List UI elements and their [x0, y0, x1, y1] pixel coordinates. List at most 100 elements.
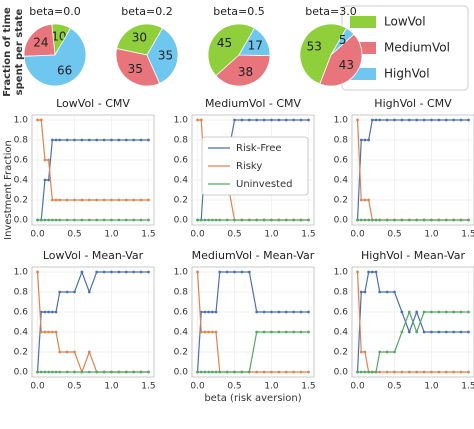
point: [255, 330, 259, 334]
point: [378, 218, 382, 222]
point: [400, 310, 404, 314]
point: [255, 218, 259, 222]
point: [422, 310, 426, 314]
y-tick-label: 0.8: [174, 288, 189, 298]
y-tick-label: 0.0: [334, 216, 349, 226]
slice-label: 35: [128, 62, 143, 76]
x-tick-label: 1.5: [461, 382, 474, 392]
point: [430, 218, 433, 222]
y-tick-label: 0.0: [334, 368, 349, 378]
point: [292, 330, 296, 334]
point: [370, 370, 374, 374]
x-tick-label: 1.0: [424, 382, 439, 392]
point: [110, 370, 113, 374]
slice-label: 24: [33, 35, 48, 49]
point: [54, 138, 58, 142]
point: [363, 370, 367, 374]
subplot-title: MediumVol - Mean-Var: [192, 249, 315, 262]
point: [400, 330, 404, 334]
x-tick-label: 0.5: [227, 230, 241, 240]
point: [407, 330, 411, 334]
point: [80, 370, 84, 374]
point: [95, 218, 99, 222]
point: [422, 330, 426, 334]
point: [407, 118, 411, 122]
point: [117, 218, 121, 222]
point: [73, 350, 76, 354]
point: [95, 370, 99, 374]
point: [277, 118, 281, 122]
point: [196, 270, 199, 274]
y-axis-label: Investment Fraction: [3, 140, 14, 240]
point: [367, 270, 371, 274]
point: [437, 310, 441, 314]
point: [385, 290, 389, 294]
y-tick-label: 0.8: [14, 288, 29, 298]
point: [374, 218, 378, 222]
point: [207, 370, 211, 374]
point: [370, 270, 374, 274]
point: [87, 218, 91, 222]
point: [374, 270, 378, 274]
y-tick-label: 0.2: [14, 348, 28, 358]
y-tick-label: 0.8: [334, 288, 349, 298]
y-tick-label: 0.6: [334, 156, 349, 166]
point: [65, 290, 69, 294]
point: [459, 310, 463, 314]
point: [50, 198, 54, 202]
subplot-title: LowVol - CMV: [56, 97, 130, 110]
y-tick-label: 0.2: [334, 196, 348, 206]
point: [467, 370, 470, 374]
point: [363, 218, 367, 222]
point: [124, 218, 128, 222]
x-tick-label: 0.5: [67, 230, 81, 240]
point: [147, 218, 150, 222]
point: [218, 218, 222, 222]
point: [39, 370, 43, 374]
point: [359, 350, 363, 354]
point: [54, 330, 58, 334]
pie-ylabel: Fraction of time: [2, 7, 13, 97]
point: [110, 198, 113, 202]
point: [284, 370, 288, 374]
point: [292, 310, 296, 314]
point: [39, 118, 43, 122]
x-tick-label: 0.0: [30, 230, 45, 240]
point: [147, 270, 150, 274]
point: [203, 218, 207, 222]
point: [363, 138, 367, 142]
point: [73, 370, 76, 374]
point: [299, 218, 303, 222]
point: [459, 218, 463, 222]
point: [262, 370, 266, 374]
y-tick-label: 1.0: [334, 268, 349, 278]
point: [262, 310, 266, 314]
point: [233, 370, 236, 374]
point: [378, 118, 382, 122]
slice-label: 43: [339, 58, 354, 72]
x-tick-label: 1.5: [301, 230, 315, 240]
point: [47, 370, 51, 374]
point: [124, 198, 128, 202]
pie-title: beta=0.5: [213, 5, 265, 18]
point: [132, 218, 136, 222]
point: [87, 350, 91, 354]
point: [199, 118, 203, 122]
pie-slice: [299, 23, 348, 85]
point: [356, 270, 359, 274]
point: [444, 218, 448, 222]
point: [199, 330, 203, 334]
point: [58, 218, 62, 222]
point: [50, 370, 54, 374]
y-tick-label: 0.6: [174, 308, 189, 318]
legend-label: LowVol: [384, 15, 426, 29]
point: [47, 218, 51, 222]
point: [54, 218, 58, 222]
legend-box: [201, 136, 309, 196]
point: [139, 370, 143, 374]
point: [262, 330, 266, 334]
point: [467, 330, 470, 334]
pie-slice: [115, 48, 161, 87]
point: [415, 218, 419, 222]
point: [73, 138, 76, 142]
